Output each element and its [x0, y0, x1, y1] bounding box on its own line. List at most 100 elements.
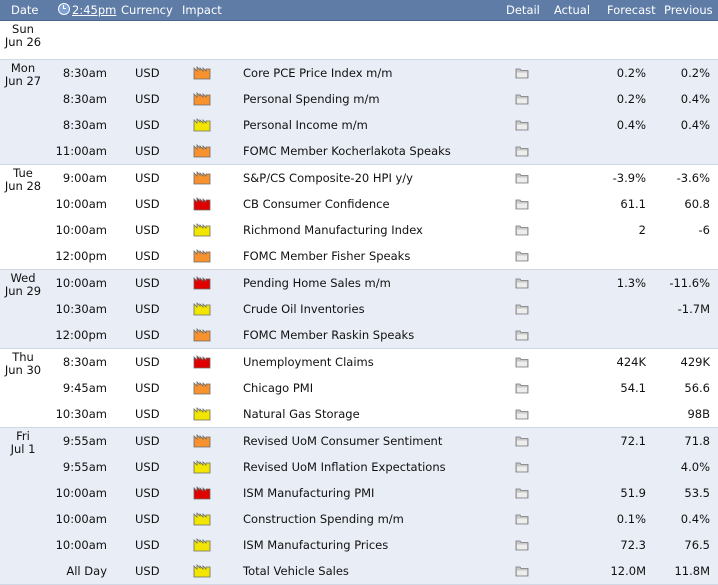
- impact-low-icon[interactable]: [193, 407, 211, 421]
- impact-medium-icon[interactable]: [193, 66, 211, 80]
- event-row[interactable]: 11:00am USD FOMC Member Kocherlakota Speak…: [0, 138, 718, 164]
- event-row[interactable]: 9:55am USD Revised UoM Inflation Expectati…: [0, 454, 718, 480]
- event-currency: USD: [135, 66, 160, 80]
- day-label: Thu Jun 30: [0, 351, 46, 377]
- impact-medium-icon[interactable]: [193, 171, 211, 185]
- event-time: 10:00am: [55, 223, 107, 237]
- impact-low-icon[interactable]: [193, 538, 211, 552]
- folder-icon[interactable]: [515, 461, 529, 473]
- folder-icon[interactable]: [515, 382, 529, 394]
- impact-high-icon[interactable]: [193, 355, 211, 369]
- impact-low-icon[interactable]: [193, 512, 211, 526]
- event-time: 8:30am: [62, 66, 107, 80]
- event-row[interactable]: 9:00am USD S&P/CS Composite-20 HPI y/y -3.9…: [0, 165, 718, 191]
- event-row[interactable]: 10:00am USD Richmond Manufacturing Index 2 -…: [0, 217, 718, 243]
- impact-high-icon[interactable]: [193, 197, 211, 211]
- day-date: Jun 27: [4, 74, 42, 88]
- folder-icon[interactable]: [515, 408, 529, 420]
- event-currency: USD: [135, 223, 160, 237]
- event-row[interactable]: 8:30am USD Unemployment Claims 424K 429K: [0, 349, 718, 375]
- header-forecast[interactable]: Forecast: [607, 3, 656, 17]
- event-forecast: 51.9: [620, 486, 646, 500]
- folder-icon[interactable]: [515, 356, 529, 368]
- header-time[interactable]: 2:45pm: [58, 3, 116, 17]
- event-row[interactable]: 12:00pm USD FOMC Member Raskin Speaks: [0, 322, 718, 348]
- impact-medium-icon[interactable]: [193, 249, 211, 263]
- event-forecast: 61.1: [620, 197, 646, 211]
- folder-icon[interactable]: [515, 487, 529, 499]
- header-date[interactable]: Date: [11, 3, 39, 17]
- event-time: 12:00pm: [55, 328, 107, 342]
- folder-icon[interactable]: [515, 145, 529, 157]
- header-detail[interactable]: Detail: [506, 3, 540, 17]
- event-time: 8:30am: [62, 355, 107, 369]
- event-row[interactable]: 9:55am USD Revised UoM Consumer Sentiment 7…: [0, 428, 718, 454]
- event-previous: -11.6%: [669, 276, 710, 290]
- event-time: 9:55am: [62, 434, 107, 448]
- event-title: Construction Spending m/m: [243, 512, 404, 526]
- impact-medium-icon[interactable]: [193, 381, 211, 395]
- impact-medium-icon[interactable]: [193, 328, 211, 342]
- folder-icon[interactable]: [515, 198, 529, 210]
- event-row[interactable]: 8:30am USD Personal Income m/m 0.4% 0.4%: [0, 112, 718, 138]
- folder-icon[interactable]: [515, 172, 529, 184]
- event-row[interactable]: 8:30am USD Core PCE Price Index m/m 0.2% 0.2…: [0, 60, 718, 86]
- folder-icon[interactable]: [515, 224, 529, 236]
- event-time: 10:00am: [55, 486, 107, 500]
- impact-high-icon[interactable]: [193, 276, 211, 290]
- event-previous: -3.6%: [676, 171, 710, 185]
- header-previous[interactable]: Previous: [664, 3, 713, 17]
- header-impact[interactable]: Impact: [182, 3, 222, 17]
- folder-icon[interactable]: [515, 565, 529, 577]
- impact-low-icon[interactable]: [193, 564, 211, 578]
- event-row[interactable]: 10:00am USD CB Consumer Confidence 61.1 60.8: [0, 191, 718, 217]
- event-title: Revised UoM Consumer Sentiment: [243, 434, 443, 448]
- event-forecast: 0.1%: [616, 512, 646, 526]
- header-currency[interactable]: Currency: [121, 3, 173, 17]
- event-row[interactable]: 10:30am USD Natural Gas Storage 98B: [0, 401, 718, 427]
- event-row[interactable]: 8:30am USD Personal Spending m/m 0.2% 0.4%: [0, 86, 718, 112]
- folder-icon[interactable]: [515, 67, 529, 79]
- impact-low-icon[interactable]: [193, 118, 211, 132]
- day-group: Thu Jun 30 8:30am USD Unemployment Claims 424…: [0, 349, 718, 427]
- day-divider: [0, 269, 718, 270]
- event-title: ISM Manufacturing PMI: [243, 486, 375, 500]
- impact-medium-icon[interactable]: [193, 434, 211, 448]
- event-title: S&P/CS Composite-20 HPI y/y: [243, 171, 413, 185]
- event-row[interactable]: 10:00am USD ISM Manufacturing Prices 72.3 76…: [0, 532, 718, 558]
- folder-icon[interactable]: [515, 513, 529, 525]
- event-previous: 0.4%: [680, 92, 710, 106]
- event-previous: 71.8: [684, 434, 710, 448]
- folder-icon[interactable]: [515, 303, 529, 315]
- folder-icon[interactable]: [515, 93, 529, 105]
- folder-icon[interactable]: [515, 329, 529, 341]
- impact-medium-icon[interactable]: [193, 92, 211, 106]
- folder-icon[interactable]: [515, 277, 529, 289]
- folder-icon[interactable]: [515, 539, 529, 551]
- impact-low-icon[interactable]: [193, 460, 211, 474]
- impact-high-icon[interactable]: [193, 486, 211, 500]
- event-row[interactable]: 12:00pm USD FOMC Member Fisher Speaks: [0, 243, 718, 269]
- event-row[interactable]: 10:30am USD Crude Oil Inventories -1.7M: [0, 296, 718, 322]
- event-currency: USD: [135, 92, 160, 106]
- header-actual[interactable]: Actual: [554, 3, 591, 17]
- folder-icon[interactable]: [515, 435, 529, 447]
- folder-icon[interactable]: [515, 119, 529, 131]
- event-title: FOMC Member Raskin Speaks: [243, 328, 415, 342]
- impact-low-icon[interactable]: [193, 223, 211, 237]
- event-title: CB Consumer Confidence: [243, 197, 390, 211]
- folder-icon[interactable]: [515, 250, 529, 262]
- event-row[interactable]: All Day USD Total Vehicle Sales 12.0M 11.8M: [0, 558, 718, 584]
- event-row[interactable]: 10:00am USD Construction Spending m/m 0.1% 0…: [0, 506, 718, 532]
- day-divider: [0, 427, 718, 428]
- impact-medium-icon[interactable]: [193, 144, 211, 158]
- event-row[interactable]: 10:00am USD ISM Manufacturing PMI 51.9 53.5: [0, 480, 718, 506]
- event-currency: USD: [135, 118, 160, 132]
- event-currency: USD: [135, 197, 160, 211]
- event-title: Unemployment Claims: [243, 355, 374, 369]
- event-row[interactable]: 9:45am USD Chicago PMI 54.1 56.6: [0, 375, 718, 401]
- event-row[interactable]: 10:00am USD Pending Home Sales m/m 1.3% -11.…: [0, 270, 718, 296]
- impact-low-icon[interactable]: [193, 302, 211, 316]
- event-previous: 56.6: [684, 381, 710, 395]
- event-forecast: 72.1: [620, 434, 646, 448]
